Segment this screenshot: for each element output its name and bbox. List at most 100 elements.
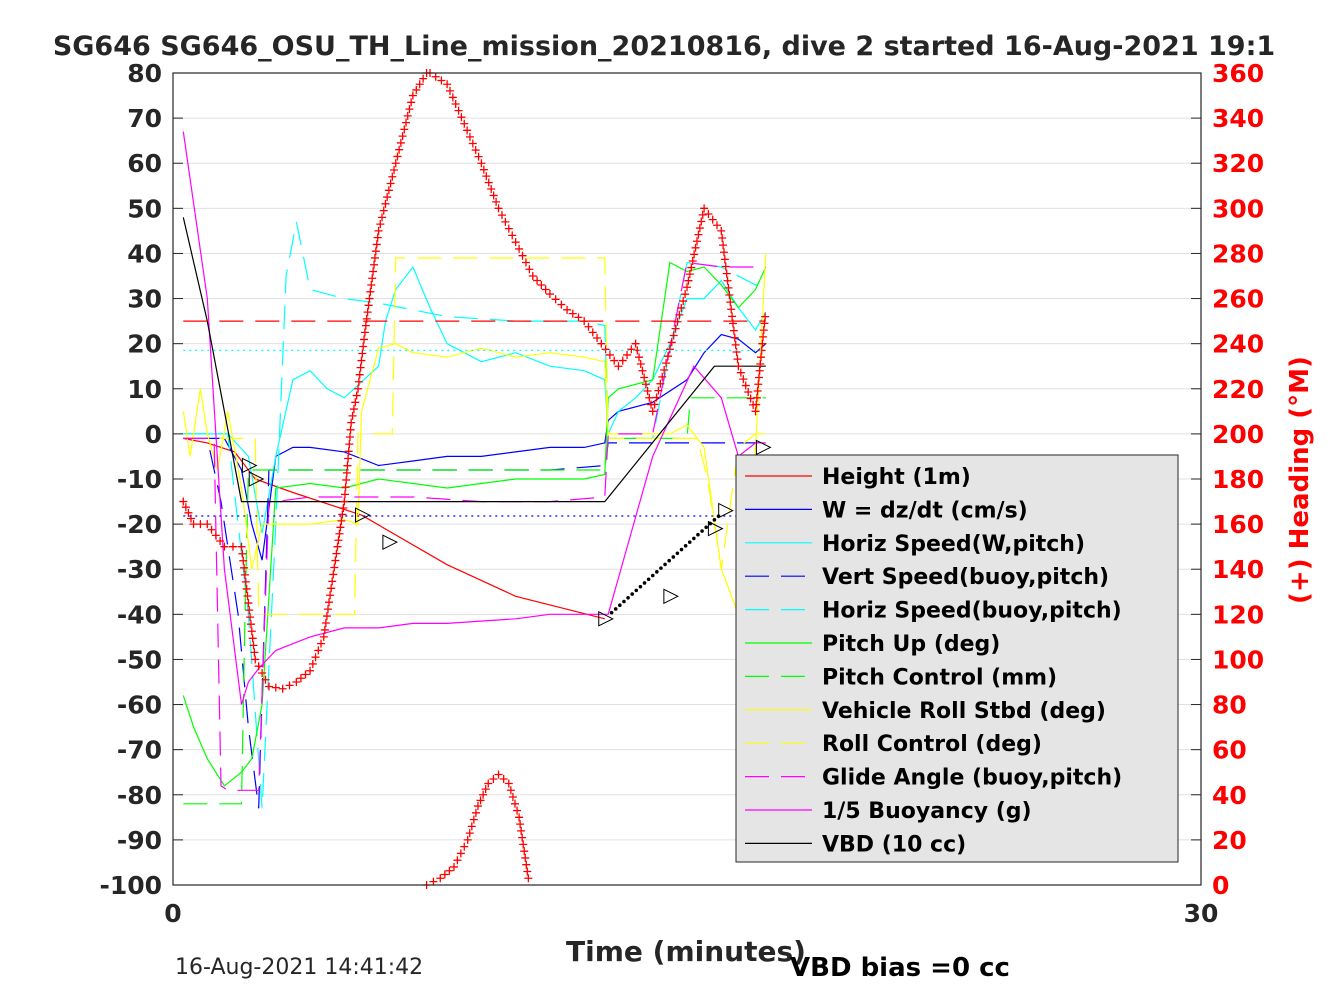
legend-label: Vehicle Roll Stbd (deg) [822,699,1106,724]
heading-point [736,368,745,377]
legend-label: 1/5 Buoyancy (g) [822,799,1032,824]
heading-point [695,224,704,233]
heading-point [330,563,339,572]
heading-point [721,262,730,271]
heading-point [660,365,669,374]
heading-point [348,411,357,420]
height-dot [712,518,717,522]
heading-point [501,217,510,226]
heading-point [494,204,503,213]
heading-point [412,85,421,94]
heading-point [482,172,491,181]
heading-point [391,159,400,168]
heading-point [393,152,402,161]
heading-point [481,785,490,794]
heading-point [370,260,379,269]
heading-point [369,267,378,276]
heading-point [400,125,409,134]
heading-point [588,328,597,337]
heading-point [513,806,522,815]
series-line-pitch-control-mm [183,397,766,805]
height-dot [696,532,700,537]
x-tick-label: 0 [164,899,181,928]
y-tick-label: -20 [117,510,162,539]
heading-point [354,384,363,393]
heading-point [345,432,354,441]
heading-point [679,297,688,306]
y-right-tick-label: 80 [1212,691,1247,720]
heading-point [515,813,524,822]
heading-point [467,822,476,831]
height-dot [630,592,634,596]
heading-point [249,641,258,650]
heading-point [744,388,753,396]
heading-point [537,281,546,290]
heading-point [390,165,399,174]
heading-point [533,276,542,285]
heading-point [618,356,627,365]
heading-point [757,346,766,355]
height-dot [609,610,614,615]
heading-point [662,359,671,368]
heading-point [314,646,323,655]
heading-point [484,779,493,788]
heading-point [196,520,205,529]
heading-point [340,497,349,506]
y-tick-label: 30 [127,285,162,314]
heading-point [733,355,742,364]
heading-point [241,577,250,586]
heading-point [758,339,767,348]
heading-point [403,111,412,120]
y-tick-label: -80 [117,781,162,810]
heading-point [344,454,353,463]
heading-point [638,366,647,375]
height-dot [650,573,655,578]
heading-point [386,179,395,188]
heading-point [722,269,731,278]
heading-point [510,799,519,808]
heading-point [337,516,346,525]
heading-point [342,468,351,477]
heading-point [237,542,246,551]
x-axis-label: Time (minutes) [566,935,806,968]
heading-point [258,668,267,677]
heading-point [451,100,460,109]
legend-label: W = dz/dt (cm/s) [822,498,1028,523]
heading-point [753,387,762,396]
heading-point [631,339,640,348]
height-dot [687,540,692,544]
heading-point [354,377,363,386]
heading-point [445,86,454,95]
y-right-tick-label: 20 [1212,826,1247,855]
heading-point [203,520,212,529]
heading-point [645,393,654,402]
heading-point [729,326,738,335]
heading-point [341,483,350,492]
heading-point [563,305,572,314]
heading-markers [422,770,533,889]
heading-point [328,577,337,586]
heading-point [519,840,528,849]
x-tick-label: 30 [1184,899,1219,928]
y-right-tick-label: 280 [1212,239,1264,268]
heading-point [656,379,665,388]
heading-point [306,666,315,675]
heading-point [465,132,474,141]
legend-label: Roll Control (deg) [822,732,1042,757]
heading-point [504,224,513,233]
heading-point [429,877,438,886]
heading-point [240,570,249,579]
heading-point [692,237,701,246]
heading-point [372,240,381,249]
y-right-tick-label: 140 [1212,555,1264,584]
heading-point [477,159,486,168]
heading-point [437,76,446,85]
height-dot [716,514,721,518]
heading-point [601,345,610,354]
heading-point [373,233,382,242]
height-marker [354,507,371,523]
heading-point [347,418,356,427]
heading-point [521,853,530,862]
heading-point [448,93,457,102]
heading-point [333,542,342,551]
